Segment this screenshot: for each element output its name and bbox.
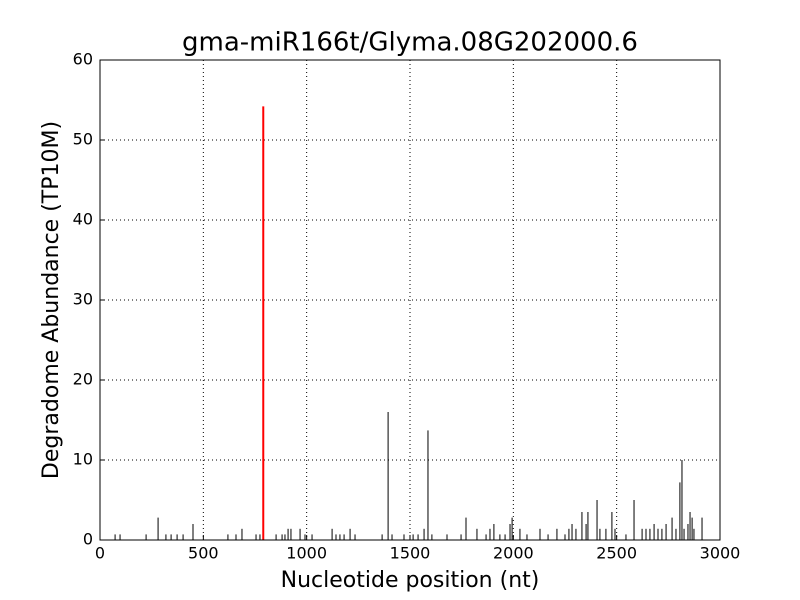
y-tick-label: 40 [73,210,93,229]
x-axis-label: Nucleotide position (nt) [281,568,540,593]
y-tick-label: 20 [73,370,93,389]
y-tick-label: 0 [83,530,93,549]
x-tick-label: 0 [95,544,105,563]
y-tick-label: 60 [73,50,93,69]
x-tick-label: 2000 [493,544,534,563]
x-tick-label: 2500 [596,544,637,563]
y-tick-label: 10 [73,450,93,469]
y-tick-label: 30 [73,290,93,309]
plot-frame [99,59,721,541]
x-tick-label: 1500 [390,544,431,563]
y-axis-label: Degradome Abundance (TP10M) [39,121,64,479]
y-tick-label: 50 [73,130,93,149]
x-tick-label: 1000 [286,544,327,563]
x-tick-label: 3000 [700,544,741,563]
chart-title: gma-miR166t/Glyma.08G202000.6 [182,28,638,58]
x-tick-label: 500 [188,544,219,563]
